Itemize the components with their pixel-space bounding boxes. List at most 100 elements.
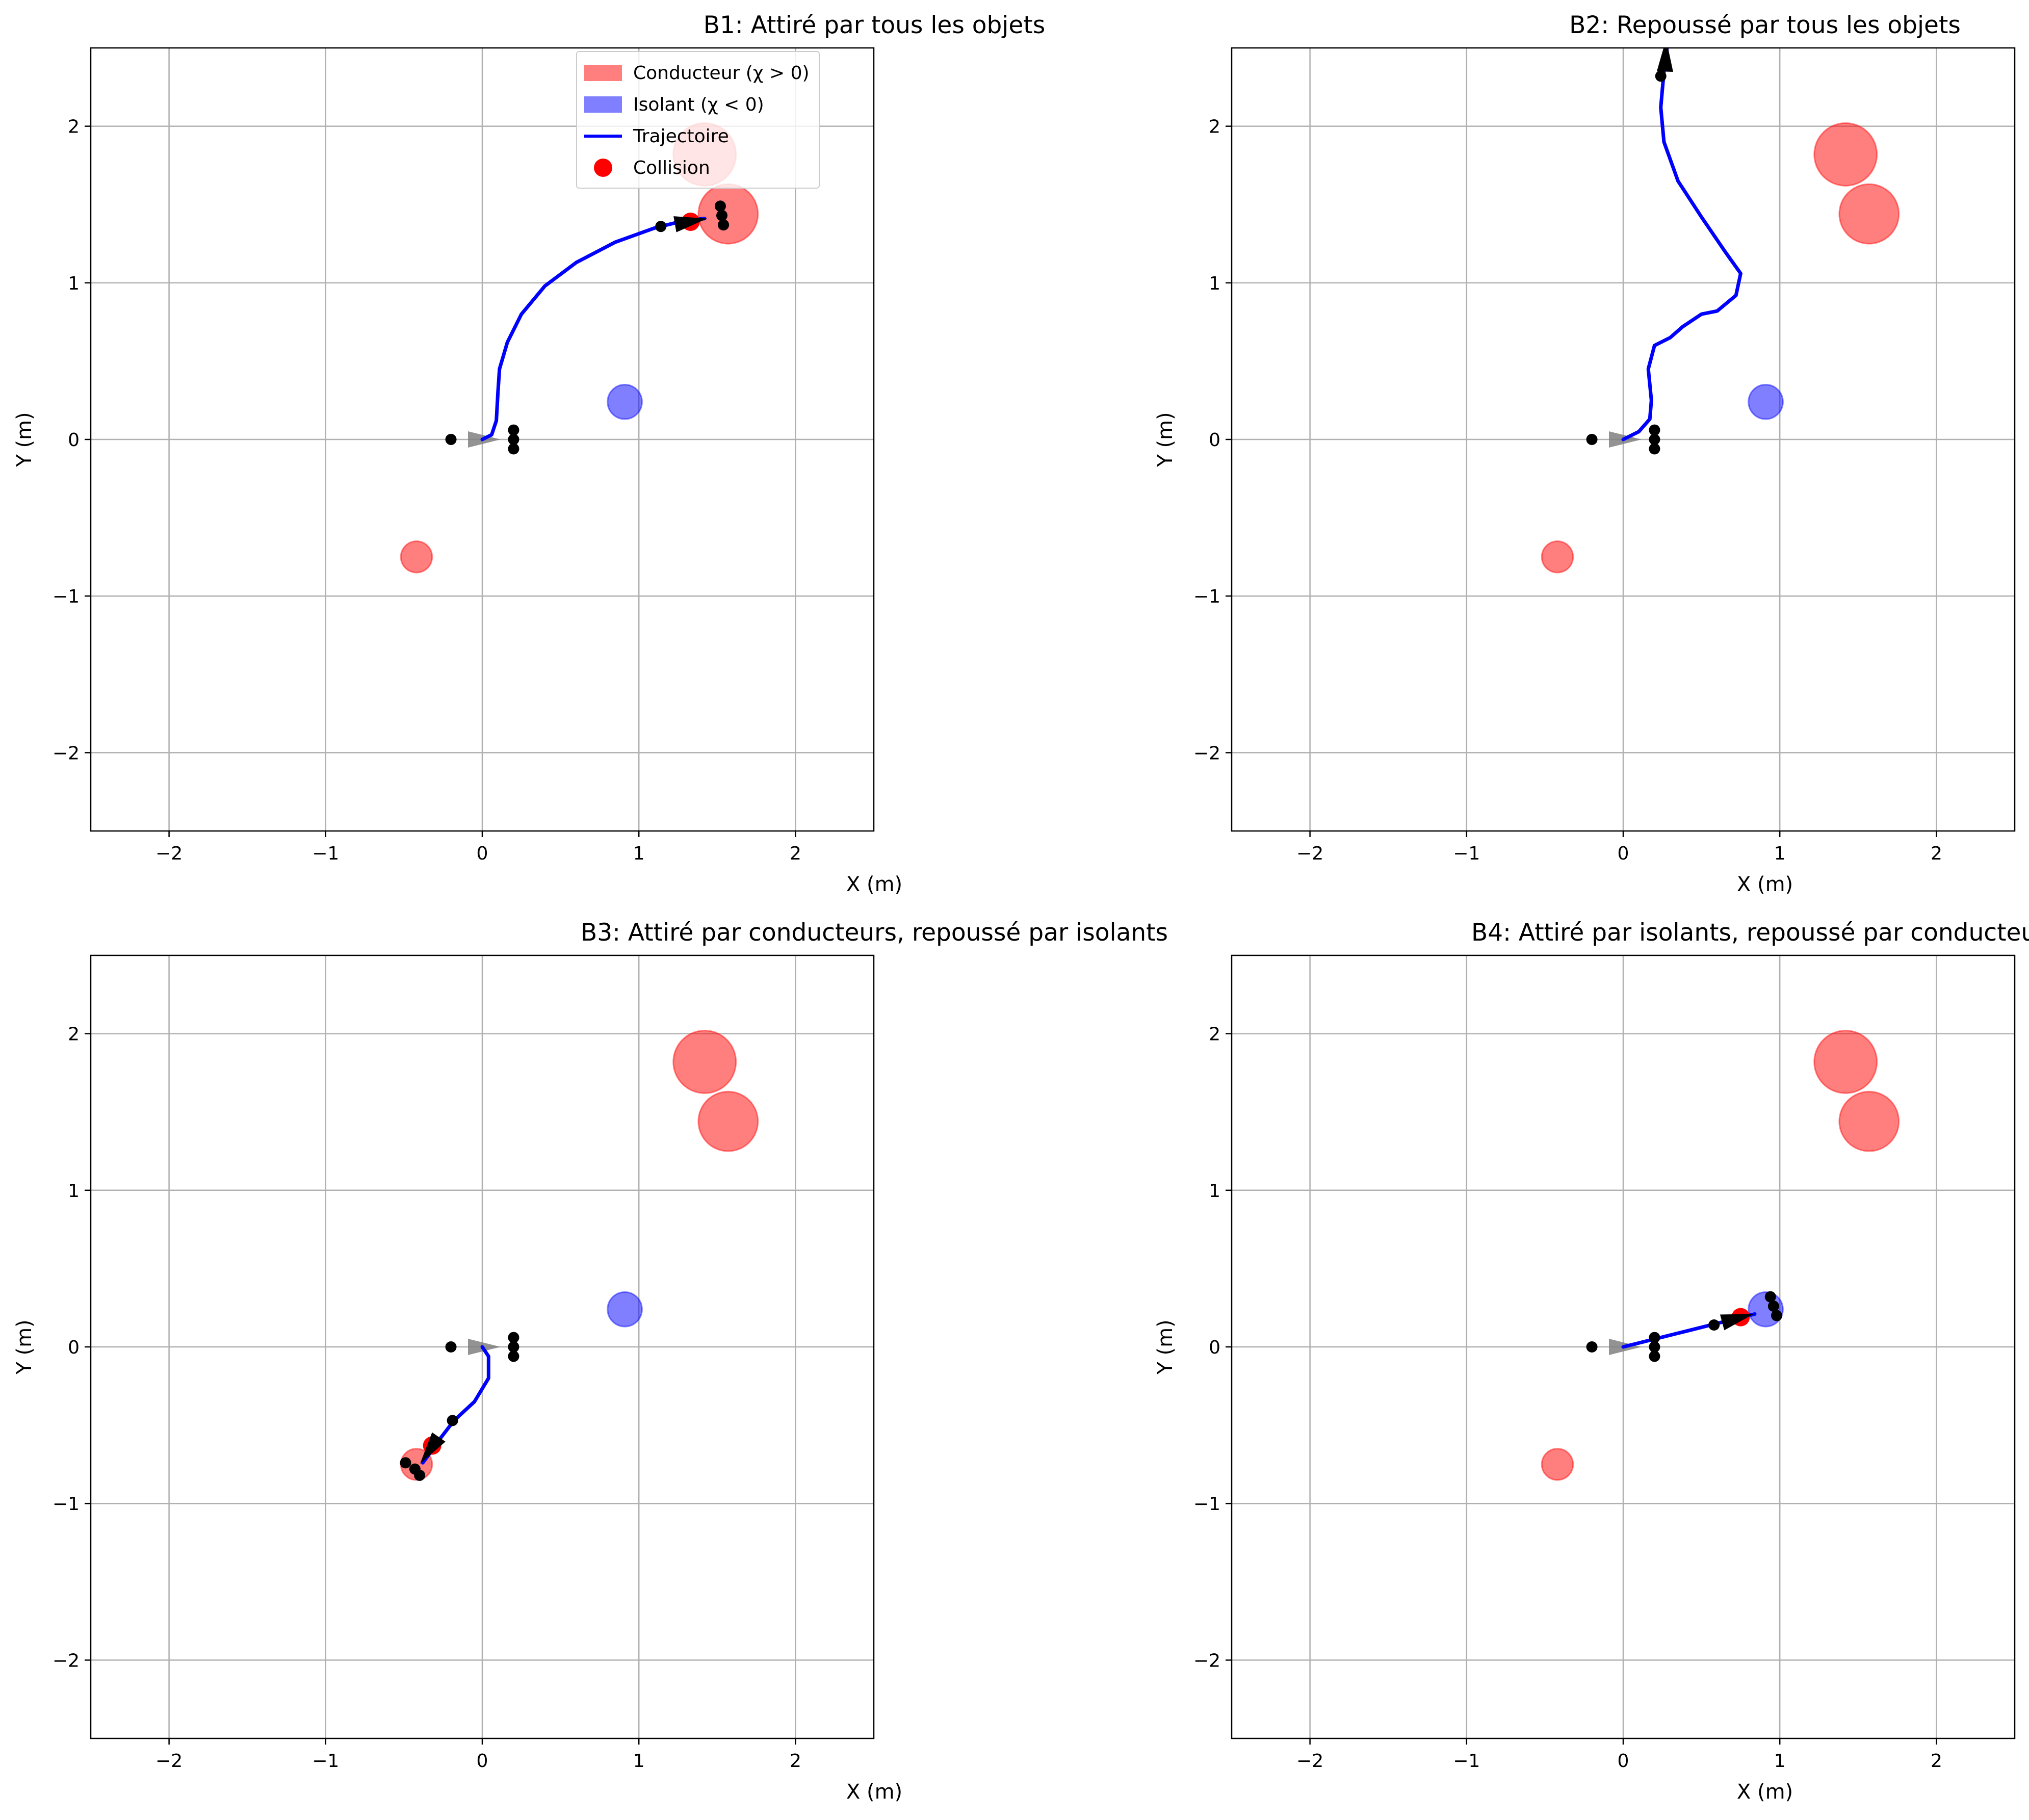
legend-item-isolant: Isolant (χ < 0): [584, 89, 810, 120]
x-tick-label: 0: [1618, 1751, 1629, 1772]
y-tick-label: 1: [1209, 1181, 1220, 1202]
conducteur-object: [1813, 122, 1878, 187]
x-tick-label: −1: [1453, 1751, 1480, 1772]
x-tick-label: −2: [155, 1751, 183, 1772]
sensor-point: [1764, 1291, 1776, 1303]
sensor-point: [1655, 70, 1667, 82]
sensor-point: [1767, 1301, 1779, 1312]
sensor-point: [400, 1457, 411, 1469]
plot-content: [1541, 48, 1900, 574]
x-tick-label: 0: [477, 1751, 488, 1772]
legend-label-conducteur: Conducteur (χ > 0): [633, 62, 810, 84]
conducteur-object: [1541, 1448, 1574, 1481]
y-tick-label: −1: [1193, 1494, 1220, 1515]
sensor-point: [716, 210, 728, 221]
conducteur-object: [1541, 540, 1574, 574]
panel-title-b4: B4: Attiré par isolants, repoussé par co…: [1471, 919, 2029, 947]
x-tick-label: −1: [312, 1751, 339, 1772]
y-axis-label-b1: Y (m): [13, 412, 36, 467]
sensor-point: [445, 434, 457, 445]
y-tick-label: 0: [1209, 430, 1220, 451]
y-tick-label: 0: [68, 430, 80, 451]
x-tick-label: 1: [1774, 843, 1786, 864]
isolant-object: [1748, 383, 1784, 420]
sensor-point: [414, 1469, 426, 1481]
conducteur-object: [400, 540, 433, 574]
sensor-point: [508, 1332, 519, 1343]
sensor-point: [1649, 443, 1660, 455]
conducteur-object: [1838, 1090, 1900, 1152]
sensor-point: [1649, 434, 1660, 445]
robot-end-marker: [1656, 48, 1673, 72]
isolant-object: [607, 383, 643, 420]
panel-title-b2: B2: Repoussé par tous les objets: [1569, 11, 1961, 39]
isolant-object: [607, 1291, 643, 1328]
conducteur-object: [697, 183, 759, 245]
x-tick-label: 2: [1931, 1751, 1942, 1772]
sensor-point: [508, 424, 519, 436]
x-tick-label: 2: [790, 1751, 801, 1772]
sensor-point: [508, 1350, 519, 1362]
sensor-point: [508, 443, 519, 455]
legend-item-conducteur: Conducteur (χ > 0): [584, 57, 810, 89]
robot-end-marker: [1720, 1314, 1754, 1331]
plot-b4: −2 −1 0 1 2 −2 −1 0 1 2: [1193, 954, 2016, 1772]
trajectory-line: [480, 217, 707, 441]
sensor-point: [1649, 1332, 1660, 1343]
sensor-point: [1649, 1350, 1660, 1362]
x-tick-label: −2: [155, 843, 183, 864]
sensor-point: [1586, 434, 1598, 445]
conducteur-object: [1813, 1029, 1878, 1094]
sensor-point: [718, 219, 730, 231]
sensor-point: [1708, 1319, 1720, 1331]
x-tick-label: −1: [312, 843, 339, 864]
legend-item-collision: Collision: [584, 152, 810, 184]
conducteur-object: [697, 1090, 759, 1152]
y-tick-label: 1: [1209, 273, 1220, 294]
legend-label-isolant: Isolant (χ < 0): [633, 94, 764, 115]
plot-b3: −2 −1 0 1 2 −2 −1 0 1 2: [53, 954, 875, 1772]
sensor-point: [508, 1341, 519, 1353]
y-tick-label: −2: [1193, 1650, 1220, 1671]
sensor-point: [508, 434, 519, 445]
robot-end-marker: [673, 216, 707, 232]
x-tick-label: 0: [1618, 843, 1629, 864]
x-tick-label: 1: [633, 1751, 645, 1772]
x-axis-label-b1: X (m): [846, 873, 903, 896]
y-tick-label: −1: [1193, 586, 1220, 607]
y-tick-label: 2: [68, 117, 80, 138]
y-tick-label: 0: [68, 1337, 80, 1358]
x-tick-label: 1: [1774, 1751, 1786, 1772]
collision-dot-icon: [584, 158, 622, 178]
sensor-point: [1586, 1341, 1598, 1353]
legend-label-collision: Collision: [633, 157, 710, 178]
sensor-point: [445, 1341, 457, 1353]
y-tick-label: −1: [53, 1494, 80, 1515]
conducteur-object: [1838, 183, 1900, 245]
y-tick-label: 2: [68, 1024, 80, 1045]
plot-content: [1541, 1029, 1900, 1481]
x-axis-label-b3: X (m): [846, 1780, 903, 1804]
y-tick-label: 2: [1209, 1024, 1220, 1045]
y-tick-label: 2: [1209, 117, 1220, 138]
sensor-point: [655, 221, 667, 232]
x-tick-label: 1: [633, 843, 645, 864]
y-tick-label: −2: [1193, 743, 1220, 764]
x-tick-label: −1: [1453, 843, 1480, 864]
legend-item-trajectoire: Trajectoire: [584, 120, 810, 152]
sensor-point: [1649, 424, 1660, 436]
plot-b2: −2 −1 0 1 2 −2 −1 0 1 2: [1193, 47, 2016, 864]
y-tick-label: 0: [1209, 1337, 1220, 1358]
x-tick-label: −2: [1296, 1751, 1323, 1772]
x-tick-label: 2: [790, 843, 801, 864]
y-axis-label-b2: Y (m): [1154, 412, 1177, 467]
isolant-swatch-icon: [584, 94, 622, 115]
panel-title-b3: B3: Attiré par conducteurs, repoussé par…: [580, 919, 1168, 947]
y-tick-label: −2: [53, 743, 80, 764]
sensor-point: [1771, 1310, 1783, 1321]
legend-label-trajectoire: Trajectoire: [633, 125, 729, 147]
y-axis-label-b4: Y (m): [1154, 1319, 1177, 1374]
legend: Conducteur (χ > 0) Isolant (χ < 0) Traje…: [576, 51, 820, 189]
x-tick-label: 0: [477, 843, 488, 864]
x-tick-label: −2: [1296, 843, 1323, 864]
